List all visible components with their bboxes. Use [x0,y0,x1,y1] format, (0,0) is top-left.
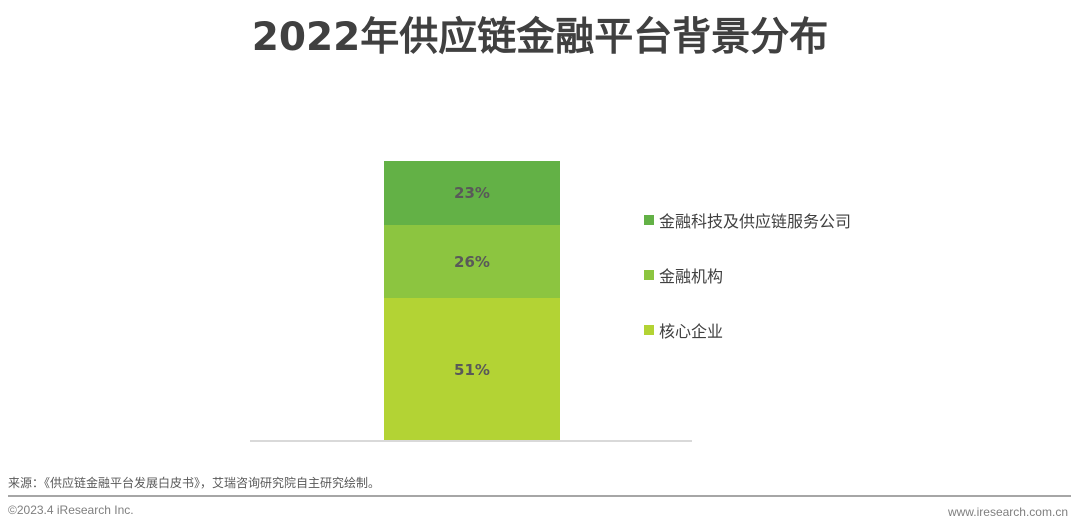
legend-label: 金融机构 [659,267,724,286]
bar-segment-core-enterprises: 51% [384,298,560,441]
stacked-bar-2022: 23% 26% 51% [384,161,560,441]
source-note: 来源：《供应链金融平台发展白皮书》，艾瑞咨询研究院自主研究绘制。 [8,476,381,490]
legend-item-fintech: 金融科技及供应链服务公司 [644,208,851,232]
x-axis-line [250,440,692,442]
segment-value-label: 51% [454,360,490,379]
legend-swatch [644,215,654,225]
legend-label: 金融科技及供应链服务公司 [659,212,852,231]
website-url: www.iresearch.com.cn [947,505,1068,519]
segment-value-label: 26% [454,252,490,271]
copyright: ©2023.4 iResearch Inc. [8,503,134,517]
legend-swatch [644,270,654,280]
legend-label: 核心企业 [659,322,724,341]
stacked-bar-chart: 23% 26% 51% 金融科技及供应链服务公司 金融机构 核心企业 [250,161,851,442]
legend-swatch [644,325,654,335]
legend-item-core-enterprises: 核心企业 [644,318,723,342]
legend-item-financial-institutions: 金融机构 [644,263,723,287]
chart-title: 2022年供应链金融平台背景分布 [251,15,829,60]
bar-segment-financial-institutions: 26% [384,225,560,298]
bar-segment-fintech: 23% [384,161,560,225]
footer-divider [8,495,1071,497]
segment-value-label: 23% [454,184,490,202]
